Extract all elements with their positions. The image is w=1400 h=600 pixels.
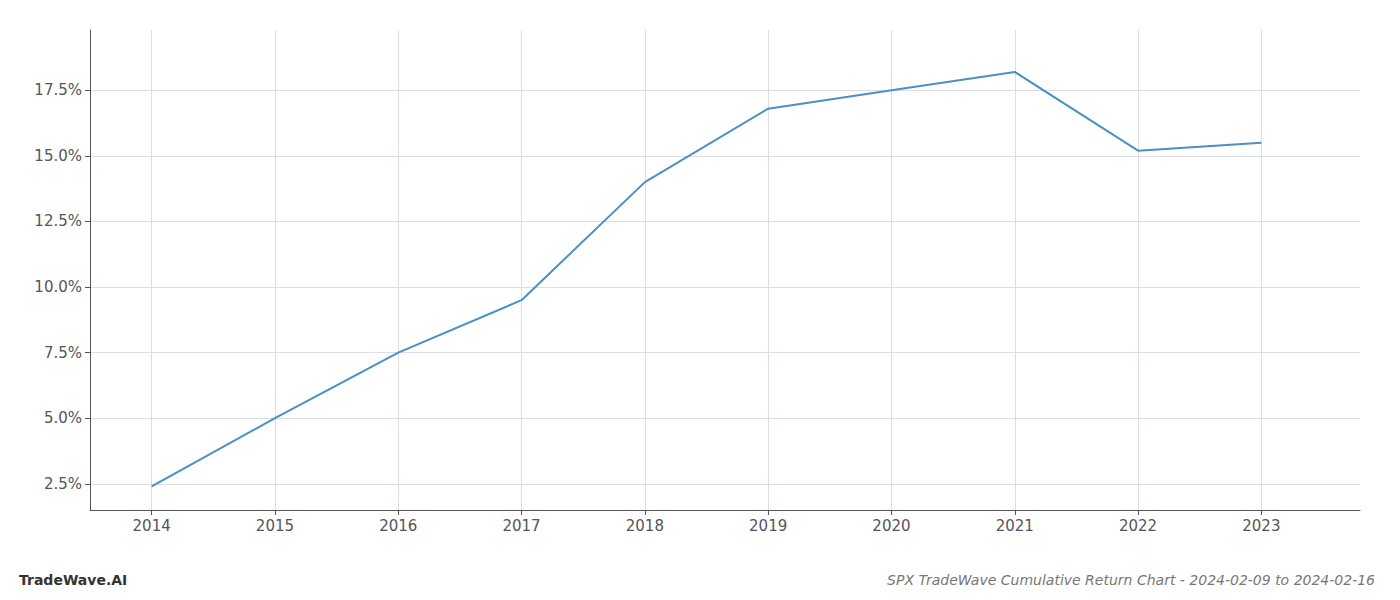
svg-text:2.5%: 2.5% [44,475,82,493]
svg-text:2021: 2021 [996,517,1034,535]
svg-text:TradeWave.AI: TradeWave.AI [19,572,127,588]
svg-text:10.0%: 10.0% [34,278,82,296]
svg-text:12.5%: 12.5% [34,212,82,230]
svg-text:2023: 2023 [1242,517,1280,535]
svg-text:17.5%: 17.5% [34,81,82,99]
svg-text:2018: 2018 [626,517,664,535]
svg-text:15.0%: 15.0% [34,147,82,165]
svg-text:2022: 2022 [1119,517,1157,535]
svg-text:7.5%: 7.5% [44,344,82,362]
svg-text:5.0%: 5.0% [44,409,82,427]
svg-text:2014: 2014 [133,517,171,535]
svg-text:2015: 2015 [256,517,294,535]
svg-text:SPX TradeWave Cumulative Retur: SPX TradeWave Cumulative Return Chart - … [887,572,1375,588]
svg-text:2017: 2017 [502,517,540,535]
svg-text:2019: 2019 [749,517,787,535]
svg-text:2016: 2016 [379,517,417,535]
svg-text:2020: 2020 [872,517,910,535]
